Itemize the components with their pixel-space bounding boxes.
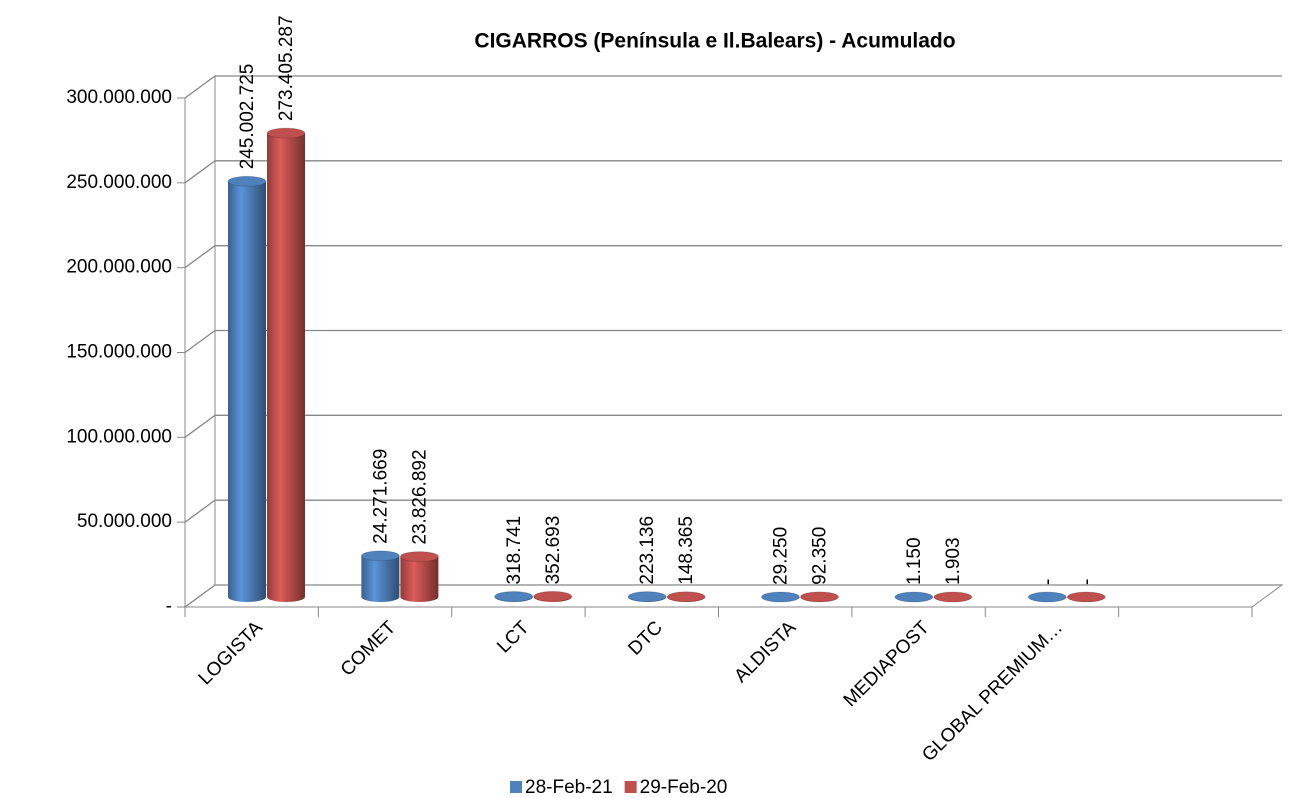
grid-line (184, 245, 1282, 269)
y-tick-label: 250.000.000 (66, 172, 172, 193)
bar-top (627, 591, 667, 603)
y-tick-label: 100.000.000 (66, 426, 172, 447)
bar (400, 556, 439, 602)
bar-top (360, 550, 400, 562)
grid-line (184, 499, 1282, 523)
floor (183, 584, 1284, 608)
bar (361, 555, 400, 602)
y-tick-label: - (166, 596, 172, 617)
y-tick-label: 50.000.000 (77, 511, 172, 532)
bar-top (533, 590, 573, 602)
bar (228, 181, 266, 602)
legend-swatch (510, 781, 522, 793)
x-tick-label: LOGISTA (195, 617, 267, 689)
x-tick-label: ALDISTA (730, 617, 800, 687)
value-label: 24.271.669 (370, 449, 391, 544)
bar-top (1066, 591, 1106, 603)
bar-top (800, 591, 839, 603)
value-label: - (1037, 579, 1058, 585)
grid-line (184, 414, 1282, 438)
grid-line (184, 75, 1282, 99)
x-tick-label: LCT (493, 617, 534, 658)
bar-top (266, 127, 306, 139)
bar-top (894, 591, 934, 603)
bar-top (494, 590, 534, 602)
y-tick-label: 150.000.000 (66, 342, 172, 363)
value-label: 245.002.725 (237, 64, 258, 170)
value-label: 1.150 (904, 537, 925, 585)
value-label: 23.826.892 (409, 449, 430, 544)
value-label: 148.365 (676, 516, 697, 585)
bar-top (227, 175, 267, 187)
bar (267, 133, 305, 602)
chart-title: CIGARROS (Península e Il.Balears) - Acum… (474, 30, 955, 53)
value-label: 1.903 (943, 537, 964, 585)
x-tick-label: COMET (337, 617, 401, 681)
y-tick-label: 200.000.000 (66, 257, 172, 278)
x-tick-label: GLOBAL PREMIUM… (918, 617, 1067, 766)
value-label: - (1076, 579, 1097, 585)
grid-line (184, 160, 1282, 184)
value-label: 352.693 (543, 516, 564, 585)
bar-top (399, 551, 439, 563)
value-label: 29.250 (771, 527, 792, 585)
bar-top (933, 591, 973, 603)
grid-line (184, 329, 1282, 354)
value-label: 273.405.287 (276, 15, 297, 121)
grid-line (184, 584, 1282, 608)
bar-top (1027, 591, 1067, 603)
x-tick-label: MEDIAPOST (840, 617, 934, 711)
y-tick-label: 300.000.000 (66, 87, 172, 108)
legend-swatch (624, 781, 637, 793)
bar-top (666, 591, 706, 603)
value-label: 223.136 (637, 516, 658, 585)
bar-top (761, 591, 800, 603)
x-tick-label: DTC (624, 617, 666, 659)
value-label: 92.350 (810, 527, 831, 585)
value-label: 318.741 (504, 516, 525, 585)
legend-label: 29-Feb-20 (640, 777, 728, 798)
legend-label: 28-Feb-21 (525, 777, 613, 798)
